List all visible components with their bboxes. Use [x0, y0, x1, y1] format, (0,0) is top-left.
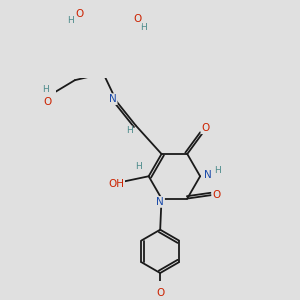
Text: O: O — [156, 288, 164, 298]
Text: N: N — [204, 170, 212, 180]
Text: H: H — [126, 127, 132, 136]
Text: H: H — [42, 85, 48, 94]
Text: H: H — [67, 16, 74, 25]
Text: N: N — [109, 94, 117, 104]
Text: O: O — [212, 190, 220, 200]
Text: O: O — [44, 97, 52, 107]
Text: N: N — [156, 197, 164, 207]
Text: H: H — [214, 166, 221, 175]
Text: H: H — [135, 162, 142, 171]
Text: OH: OH — [108, 179, 124, 189]
Text: O: O — [76, 9, 84, 19]
Text: O: O — [201, 123, 210, 133]
Text: H: H — [141, 23, 147, 32]
Text: O: O — [133, 14, 141, 24]
